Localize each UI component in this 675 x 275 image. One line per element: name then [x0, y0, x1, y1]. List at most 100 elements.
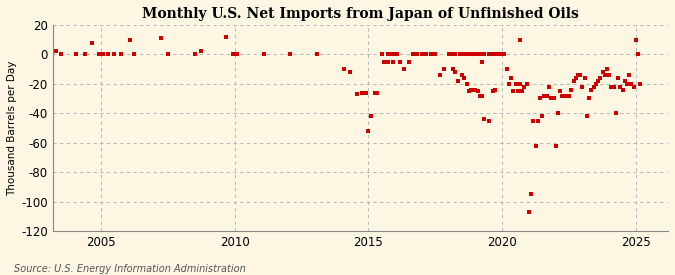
Point: [389, 52, 400, 57]
Point: [338, 67, 349, 71]
Point: [510, 82, 521, 86]
Point: [566, 87, 576, 92]
Point: [555, 89, 566, 93]
Point: [379, 59, 389, 64]
Point: [383, 59, 394, 64]
Point: [504, 82, 514, 86]
Point: [416, 52, 427, 57]
Point: [632, 52, 643, 57]
Point: [524, 210, 535, 214]
Point: [479, 52, 489, 57]
Point: [488, 52, 499, 57]
Point: [533, 118, 543, 123]
Point: [403, 59, 414, 64]
Point: [86, 40, 97, 45]
Point: [459, 52, 470, 57]
Point: [593, 79, 603, 83]
Point: [189, 52, 200, 57]
Point: [477, 59, 487, 64]
Point: [606, 84, 617, 89]
Point: [352, 92, 362, 96]
Point: [635, 82, 646, 86]
Point: [454, 52, 465, 57]
Point: [102, 52, 113, 57]
Point: [559, 93, 570, 98]
Point: [412, 52, 423, 57]
Point: [552, 111, 563, 116]
Point: [452, 79, 463, 83]
Point: [387, 59, 398, 64]
Point: [457, 73, 468, 77]
Point: [546, 96, 557, 101]
Point: [620, 79, 630, 83]
Point: [446, 52, 456, 57]
Point: [55, 52, 66, 57]
Point: [385, 52, 396, 57]
Point: [615, 84, 626, 89]
Point: [548, 96, 559, 101]
Point: [461, 82, 472, 86]
Point: [372, 90, 383, 95]
Point: [502, 67, 512, 71]
Point: [610, 111, 621, 116]
Point: [196, 49, 207, 54]
Point: [365, 114, 376, 118]
Point: [599, 73, 610, 77]
Point: [579, 76, 590, 80]
Point: [93, 52, 104, 57]
Point: [575, 73, 586, 77]
Point: [613, 76, 624, 80]
Point: [285, 52, 296, 57]
Point: [497, 52, 508, 57]
Point: [608, 84, 619, 89]
Point: [450, 70, 461, 74]
Point: [628, 84, 639, 89]
Point: [483, 52, 494, 57]
Point: [472, 89, 483, 93]
Point: [416, 52, 427, 57]
Point: [562, 93, 572, 98]
Point: [345, 70, 356, 74]
Point: [80, 52, 90, 57]
Point: [381, 59, 392, 64]
Point: [115, 52, 126, 57]
Point: [519, 84, 530, 89]
Point: [459, 76, 470, 80]
Point: [124, 37, 135, 42]
Point: [506, 76, 516, 80]
Point: [443, 52, 454, 57]
Point: [526, 192, 537, 196]
Point: [446, 52, 456, 57]
Point: [626, 82, 637, 86]
Point: [515, 82, 526, 86]
Title: Monthly U.S. Net Imports from Japan of Unfinished Oils: Monthly U.S. Net Imports from Japan of U…: [142, 7, 579, 21]
Point: [490, 87, 501, 92]
Point: [508, 89, 519, 93]
Point: [394, 59, 405, 64]
Point: [589, 84, 599, 89]
Point: [541, 93, 552, 98]
Point: [550, 143, 561, 148]
Point: [512, 89, 523, 93]
Point: [227, 52, 238, 57]
Point: [539, 93, 550, 98]
Point: [361, 90, 372, 95]
Point: [399, 67, 410, 71]
Point: [617, 87, 628, 92]
Point: [577, 84, 588, 89]
Point: [71, 52, 82, 57]
Point: [477, 93, 487, 98]
Point: [98, 52, 109, 57]
Point: [363, 129, 374, 133]
Y-axis label: Thousand Barrels per Day: Thousand Barrels per Day: [7, 60, 17, 196]
Point: [490, 52, 501, 57]
Point: [595, 76, 605, 80]
Point: [466, 87, 477, 92]
Point: [584, 96, 595, 101]
Point: [601, 67, 612, 71]
Point: [377, 52, 387, 57]
Point: [521, 82, 532, 86]
Point: [109, 52, 119, 57]
Point: [163, 52, 173, 57]
Point: [624, 73, 634, 77]
